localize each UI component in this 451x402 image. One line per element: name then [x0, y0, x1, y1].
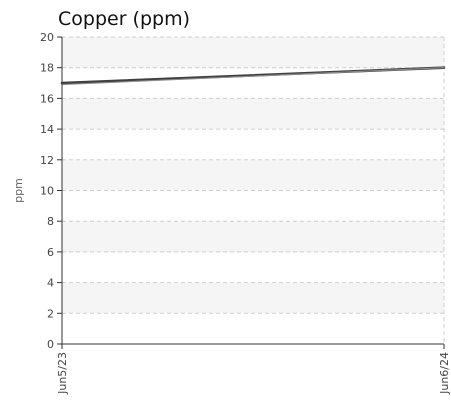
series-lines — [60, 66, 446, 86]
y-tick-label: 16 — [40, 92, 54, 105]
y-tick-label: 6 — [47, 246, 54, 259]
plot-bands — [62, 37, 444, 314]
y-tick-label: 2 — [47, 307, 54, 320]
y-tick-label: 0 — [47, 338, 54, 351]
x-tick-labels: Jun5/23 Jun6/24 — [56, 352, 451, 395]
plot-band — [62, 159, 444, 191]
y-tick-label: 20 — [40, 31, 54, 44]
y-tick-label: 14 — [40, 123, 54, 136]
plot-band — [62, 98, 444, 130]
plot-band — [62, 221, 444, 252]
y-axis-label: ppm — [12, 178, 25, 203]
x-tick-label: Jun5/23 — [56, 352, 69, 395]
y-tick-label: 4 — [47, 277, 54, 290]
y-tick-label: 12 — [40, 154, 54, 167]
y-tick-label: 8 — [47, 215, 54, 228]
plot-band — [62, 282, 444, 314]
series-line — [61, 67, 445, 86]
y-tick-label: 18 — [40, 62, 54, 75]
x-tick-label: Jun6/24 — [438, 352, 451, 395]
plot-band — [62, 37, 444, 68]
axes — [57, 36, 445, 349]
y-tick-label: 10 — [40, 185, 54, 198]
chart-title: Copper (ppm) — [58, 8, 190, 30]
y-tick-labels: 0 2 4 6 8 10 12 14 16 18 20 — [40, 31, 54, 351]
